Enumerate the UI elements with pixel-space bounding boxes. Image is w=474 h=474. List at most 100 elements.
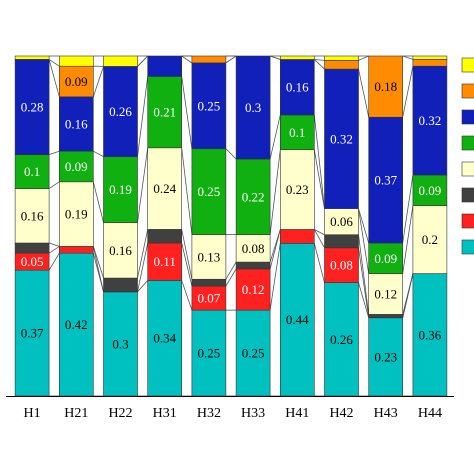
bar-segment: [235, 309, 271, 397]
data-label: 0.34: [153, 331, 176, 346]
data-label: 0.16: [109, 243, 132, 258]
data-label: 0.09: [374, 251, 397, 266]
bar-segment: [324, 208, 359, 236]
connector-line: [269, 149, 281, 235]
connector-line: [93, 150, 104, 157]
bar-segment: [324, 247, 359, 283]
legend-swatch: [461, 83, 474, 99]
bar-segment: [324, 282, 359, 397]
connector-line: [137, 147, 149, 223]
connector-line: [358, 208, 370, 274]
connector-line: [137, 76, 149, 157]
connector-line: [402, 273, 414, 315]
data-label: 0.16: [286, 80, 309, 95]
bar-segment: [58, 150, 94, 183]
data-label: 0.1: [289, 125, 305, 140]
bar-segment: [14, 188, 50, 244]
connector-line: [269, 229, 281, 263]
legend-swatch: [461, 161, 474, 177]
connector-line: [137, 229, 149, 279]
connector-line: [48, 59, 60, 97]
bar-segment: [412, 205, 448, 274]
x-tick-label: H33: [241, 406, 265, 421]
data-label: 0.11: [154, 254, 176, 269]
connector-line: [181, 76, 193, 149]
legend: [461, 57, 474, 255]
data-label: 0.19: [109, 182, 132, 197]
bar-segment: [58, 252, 94, 397]
data-label: 0.08: [330, 258, 353, 273]
bar-segment: [14, 242, 50, 254]
bar-segment: [324, 55, 359, 61]
bar-segment: [103, 277, 138, 293]
data-label: 0.09: [65, 159, 88, 174]
data-label: 0.44: [286, 312, 309, 327]
connector-line: [92, 181, 104, 223]
bar-segment: [279, 59, 315, 116]
x-tick-label: H44: [418, 406, 442, 421]
bars-group: [14, 55, 448, 397]
data-label: 0.2: [422, 232, 438, 247]
data-labels-group: 0.37 0.05 0.16 0.1 0.28 0.42 0.19 0.09 0.16 0.09 0…: [21, 74, 442, 364]
data-label: 0.25: [198, 346, 221, 361]
connector-line: [269, 243, 281, 311]
connector-line: [358, 208, 370, 244]
bar-segment: [324, 234, 359, 249]
connector-line: [48, 242, 60, 247]
data-label: 0.23: [374, 349, 397, 364]
connector-line: [402, 66, 414, 118]
data-label: 0.24: [153, 181, 176, 196]
connector-line: [137, 242, 149, 293]
data-label: 0.05: [21, 254, 44, 269]
bar-segment: [103, 156, 138, 223]
bar-segment: [368, 314, 404, 319]
bar-segment: [191, 55, 227, 64]
connector-line: [48, 181, 60, 189]
bar-segment: [412, 273, 448, 397]
bar-segment: [14, 154, 50, 189]
connector-line: [92, 246, 104, 279]
connector-line: [181, 55, 193, 64]
connector-line: [313, 243, 325, 283]
bar-segment: [191, 285, 227, 311]
data-label: 0.09: [419, 183, 442, 198]
data-label: 0.13: [198, 249, 221, 264]
bar-segment: [412, 65, 448, 176]
data-label: 0.3: [245, 100, 261, 115]
x-tick-label: H31: [153, 406, 177, 421]
connector-line: [269, 55, 281, 60]
x-tick-label: H1: [24, 406, 41, 421]
data-label: 0.25: [198, 184, 221, 199]
data-label: 0.36: [419, 327, 442, 342]
bar-segment: [368, 317, 404, 397]
connector-line: [48, 59, 60, 67]
data-label: 0.18: [374, 79, 397, 94]
x-tick-label: H41: [285, 406, 309, 421]
data-label: 0.42: [65, 317, 88, 332]
legend-swatch: [461, 213, 474, 229]
connector-line: [92, 66, 104, 97]
bar-segment: [324, 68, 359, 209]
data-label: 0.37: [21, 326, 44, 341]
connector-line: [225, 268, 237, 287]
x-tick-label: H43: [374, 406, 398, 421]
bar-segment: [103, 222, 138, 279]
bar-segment: [147, 229, 182, 244]
bar-segment: [191, 278, 227, 287]
connector-line: [314, 59, 325, 61]
bar-segment: [58, 55, 94, 67]
bar-segment: [412, 55, 448, 60]
bar-segment: [103, 55, 138, 67]
data-label: 0.19: [65, 207, 88, 222]
legend-swatch: [461, 135, 474, 151]
connector-line: [137, 55, 148, 67]
connector-line: [269, 114, 281, 160]
bar-segment: [235, 55, 271, 160]
legend-swatch: [461, 239, 474, 255]
bar-segment: [368, 116, 404, 244]
bar-segment: [279, 149, 315, 230]
connector-line: [314, 229, 325, 236]
connector-line: [402, 205, 414, 274]
connector-line: [225, 148, 237, 160]
